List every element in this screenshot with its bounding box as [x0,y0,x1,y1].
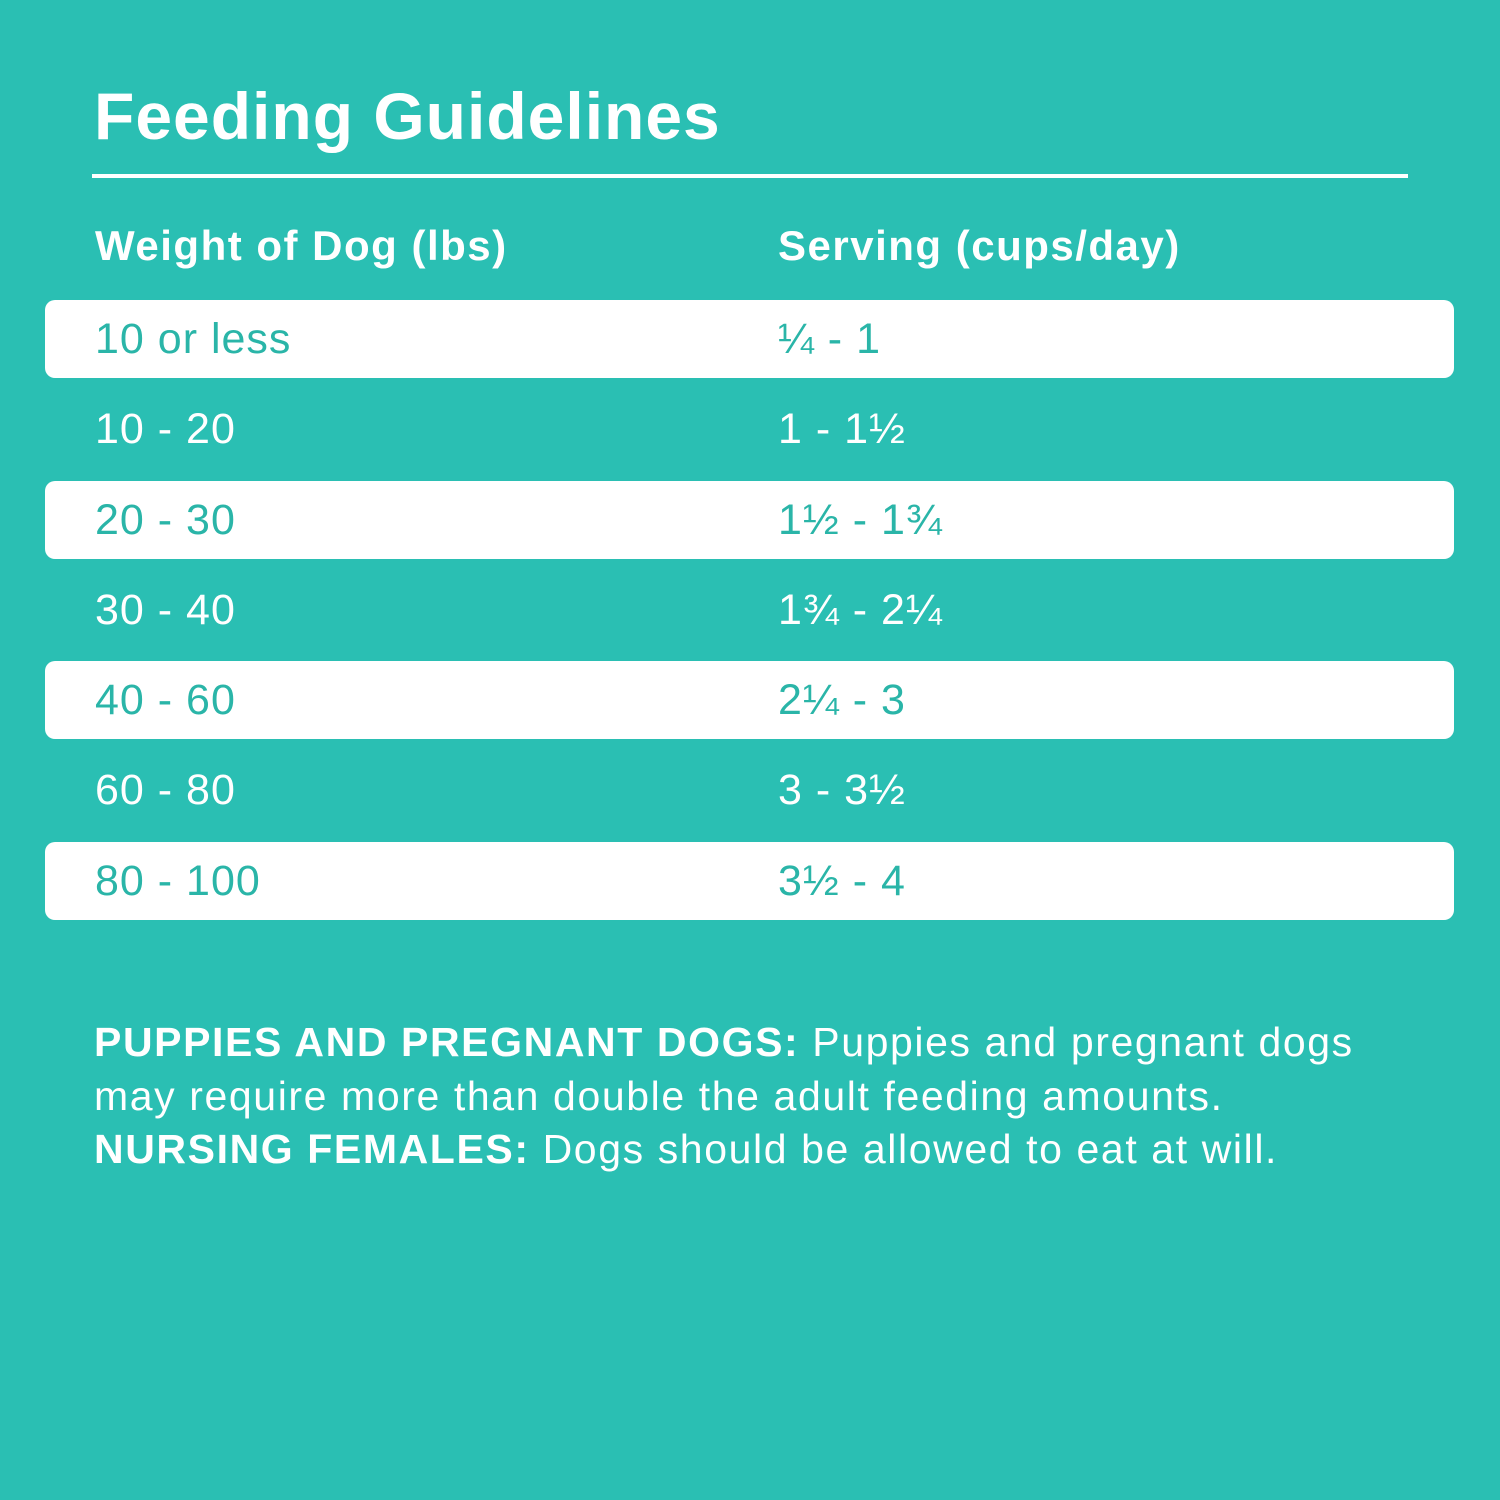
table-row: 10 or less ¼ - 1 [45,300,1454,378]
puppies-text: Puppies and pregnant dogs may require mo… [94,1019,1354,1119]
weight-cell: 40 - 60 [95,676,236,724]
weight-column-header: Weight of Dog (lbs) [95,222,508,269]
table-row: 20 - 30 1½ - 1¾ [45,481,1454,559]
table-row: 40 - 60 2¼ - 3 [45,661,1454,739]
serving-column-header: Serving (cups/day) [778,222,1181,269]
serving-cell: 1¾ - 2¼ [778,586,943,634]
serving-cell: 2¼ - 3 [778,676,906,724]
table-row: 80 - 100 3½ - 4 [45,842,1454,920]
title-divider [92,174,1408,178]
table-row: 60 - 80 3 - 3½ [45,751,1454,829]
weight-cell: 30 - 40 [95,586,236,634]
weight-cell: 80 - 100 [95,857,261,905]
puppies-label: PUPPIES AND PREGNANT DOGS: [94,1019,800,1065]
serving-cell: ¼ - 1 [778,315,881,363]
weight-cell: 60 - 80 [95,766,236,814]
serving-cell: 1½ - 1¾ [778,496,943,544]
weight-cell: 10 - 20 [95,405,236,453]
serving-cell: 3 - 3½ [778,766,906,814]
table-row: 10 - 20 1 - 1½ [45,390,1454,468]
weight-cell: 20 - 30 [95,496,236,544]
feeding-note: PUPPIES AND PREGNANT DOGS: Puppies and p… [94,1016,1424,1177]
nursing-label: NURSING FEMALES: [94,1126,530,1172]
page-title: Feeding Guidelines [94,79,721,153]
serving-cell: 1 - 1½ [778,405,906,453]
nursing-text: Dogs should be allowed to eat at will. [529,1126,1279,1172]
weight-cell: 10 or less [95,315,292,363]
table-row: 30 - 40 1¾ - 2¼ [45,571,1454,649]
serving-cell: 3½ - 4 [778,857,906,905]
